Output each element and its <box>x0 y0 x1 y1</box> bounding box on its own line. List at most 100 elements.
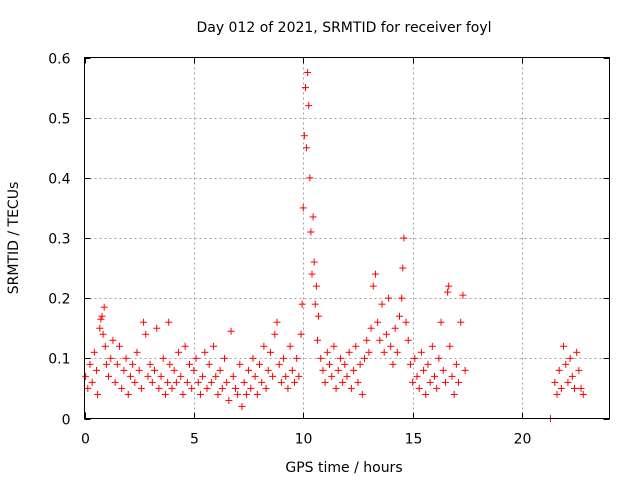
data-point <box>258 378 266 386</box>
data-point <box>118 384 126 392</box>
data-point <box>137 384 145 392</box>
data-point <box>133 348 141 356</box>
plot-frame <box>84 57 610 419</box>
x-tick-label: 20 <box>514 432 532 448</box>
data-point <box>205 360 213 368</box>
data-point <box>218 384 226 392</box>
data-point <box>240 378 248 386</box>
data-point <box>409 378 417 386</box>
data-point <box>284 384 292 392</box>
data-point <box>571 384 578 392</box>
data-point <box>387 342 395 350</box>
data-point <box>371 270 379 278</box>
data-point <box>179 390 187 398</box>
data-point <box>199 372 207 380</box>
data-point <box>245 366 253 374</box>
data-point <box>207 378 215 386</box>
data-point <box>109 336 117 344</box>
data-point <box>579 390 587 398</box>
data-point <box>216 366 224 374</box>
data-point <box>214 390 222 398</box>
data-point <box>161 390 169 398</box>
data-point <box>439 366 447 374</box>
data-point <box>131 378 139 386</box>
data-point <box>566 354 574 362</box>
data-point <box>247 384 255 392</box>
y-tick-label: 0.1 <box>48 352 70 368</box>
data-point <box>413 372 421 380</box>
data-point <box>96 324 104 332</box>
data-point <box>424 360 432 368</box>
data-point <box>140 318 148 326</box>
data-point <box>293 354 301 362</box>
data-point <box>113 360 121 368</box>
data-point <box>437 318 445 326</box>
data-point <box>361 354 368 362</box>
data-point <box>330 342 338 350</box>
data-point <box>431 372 438 380</box>
y-tick-label: 0.3 <box>48 232 70 248</box>
data-point <box>155 384 163 392</box>
data-point <box>165 318 173 326</box>
data-point <box>142 330 150 338</box>
data-point <box>126 372 134 380</box>
data-point <box>148 378 156 386</box>
data-point <box>300 132 308 140</box>
data-point <box>116 342 123 350</box>
data-point <box>448 372 456 380</box>
data-point <box>291 378 298 386</box>
data-point <box>212 372 220 380</box>
data-point <box>573 348 581 356</box>
data-point <box>313 336 321 344</box>
data-point <box>428 342 436 350</box>
data-point <box>101 342 109 350</box>
data-point <box>389 360 397 368</box>
data-point <box>393 348 401 356</box>
data-point <box>105 372 113 380</box>
data-point <box>445 282 453 290</box>
data-points <box>82 69 587 422</box>
data-point <box>181 342 189 350</box>
data-point <box>303 144 311 152</box>
data-point <box>172 378 180 386</box>
data-point <box>159 354 167 362</box>
data-point <box>124 390 132 398</box>
data-point <box>367 324 375 332</box>
data-point <box>135 366 143 374</box>
data-point <box>307 228 315 236</box>
data-point <box>194 378 202 386</box>
data-point <box>190 366 198 374</box>
data-point <box>321 378 329 386</box>
chart-title: Day 012 of 2021, SRMTID for receiver foy… <box>196 20 491 36</box>
data-point <box>358 390 366 398</box>
ticks: 0 0.1 0.2 0.3 0.4 0.5 0.6 0 5 10 15 20 <box>48 52 610 448</box>
data-point <box>457 318 465 326</box>
data-point <box>553 390 561 398</box>
y-tick-label: 0.4 <box>48 172 70 188</box>
data-point <box>262 384 270 392</box>
data-point <box>555 366 563 374</box>
data-point <box>404 336 412 344</box>
data-point <box>282 372 290 380</box>
data-point <box>97 315 105 323</box>
data-point <box>336 354 344 362</box>
data-point <box>452 360 460 368</box>
data-point <box>256 360 263 368</box>
data-point <box>301 84 309 92</box>
data-point <box>221 354 228 362</box>
data-point <box>196 390 204 398</box>
data-point <box>415 384 423 392</box>
data-point <box>369 282 377 290</box>
data-point <box>249 354 257 362</box>
data-point <box>102 360 110 368</box>
data-point <box>426 378 434 386</box>
data-point <box>315 312 323 320</box>
data-point <box>107 354 115 362</box>
data-point <box>177 372 185 380</box>
data-point <box>280 354 288 362</box>
data-point <box>354 378 362 386</box>
data-point <box>192 354 200 362</box>
data-point <box>164 378 172 386</box>
data-point <box>378 300 386 308</box>
